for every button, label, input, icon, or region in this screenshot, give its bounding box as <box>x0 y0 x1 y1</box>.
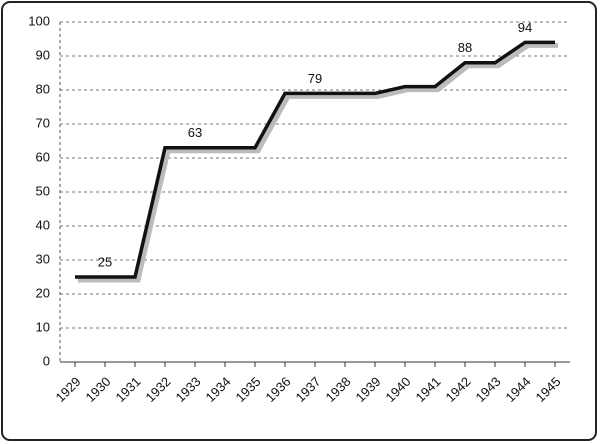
line <box>75 40 555 279</box>
y-tick-label: 90 <box>36 47 50 62</box>
y-tick-label: 60 <box>36 149 50 164</box>
line-shadow <box>78 42 558 283</box>
y-tick-label: 10 <box>36 319 50 334</box>
data-label: 79 <box>308 71 322 86</box>
y-tick-label: 100 <box>28 13 50 28</box>
data-label: 88 <box>458 40 472 55</box>
data-label: 25 <box>98 254 112 269</box>
y-tick-label: 50 <box>36 183 50 198</box>
y-tick-label: 80 <box>36 81 50 96</box>
y-tick-label: 70 <box>36 115 50 130</box>
data-label: 63 <box>188 125 202 140</box>
y-tick-label: 30 <box>36 251 50 266</box>
y-tick-label: 40 <box>36 217 50 232</box>
y-tick-label: 0 <box>43 353 50 368</box>
y-tick-label: 20 <box>36 285 50 300</box>
data-label: 94 <box>518 20 532 35</box>
